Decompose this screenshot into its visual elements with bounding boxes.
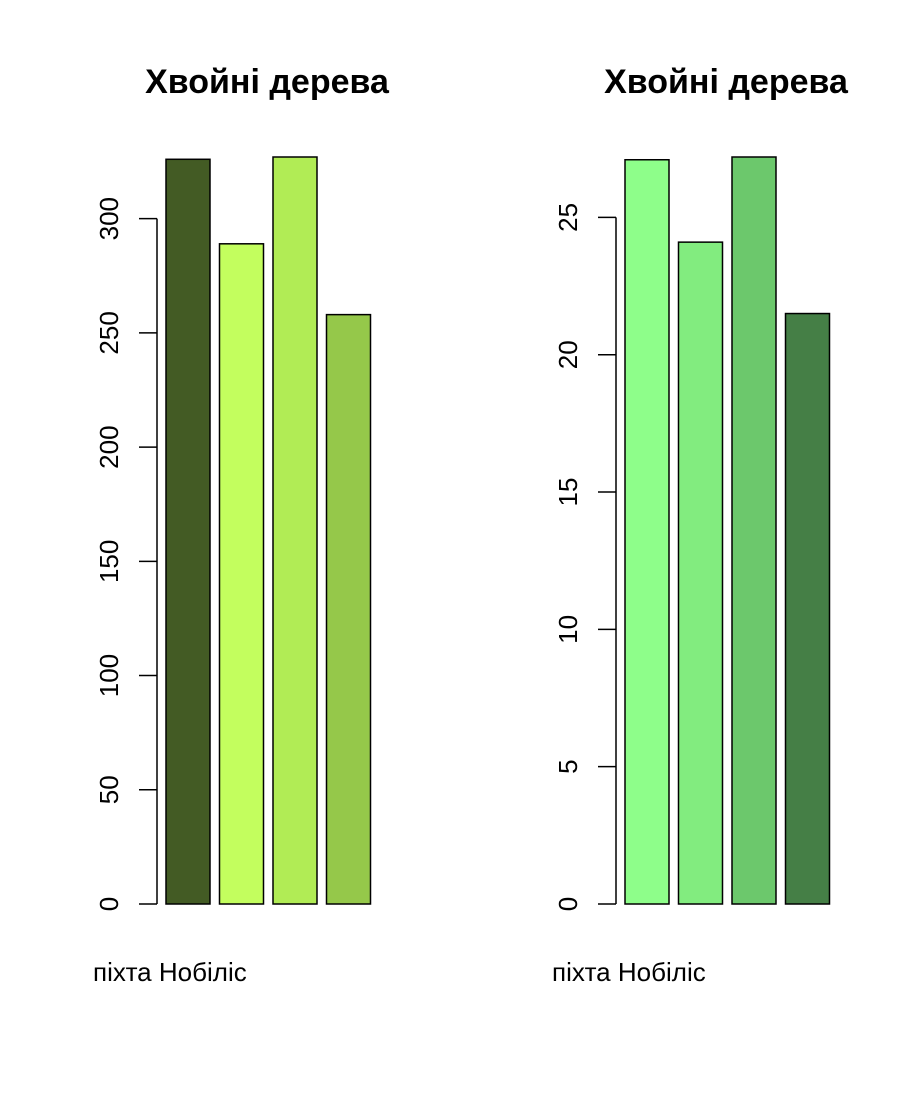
bar	[677, 241, 724, 905]
y-tick-label: 200	[94, 425, 124, 468]
category-label: піхта Нобіліс	[552, 957, 706, 987]
chart-title: Хвойні дерева	[145, 63, 390, 101]
y-axis: 0 50 100 150 200 250 300	[94, 197, 158, 911]
bar	[624, 158, 670, 905]
bar	[218, 243, 265, 905]
y-tick-label: 50	[94, 775, 124, 804]
chart-title: Хвойні дерева	[604, 63, 849, 101]
y-tick-label: 100	[94, 654, 124, 697]
y-tick-label: 10	[553, 615, 583, 644]
bar	[784, 312, 831, 905]
bars	[165, 156, 372, 905]
bar	[272, 156, 318, 905]
y-tick-label: 5	[553, 759, 583, 773]
bars	[624, 156, 831, 905]
y-tick-label: 150	[94, 540, 124, 583]
y-tick-label: 300	[94, 197, 124, 240]
y-tick-label: 15	[553, 478, 583, 507]
category-label: піхта Нобіліс	[93, 957, 247, 987]
y-tick-label: 250	[94, 311, 124, 354]
y-tick-label: 25	[553, 203, 583, 232]
y-tick-label: 0	[553, 897, 583, 911]
bar	[165, 158, 211, 905]
y-tick-label: 0	[94, 897, 124, 911]
bar-chart-panel-right: Хвойні дерева 0 5 10 15 20 25 піхта Нобіліс	[552, 63, 849, 987]
bar-chart-panel-left: Хвойні дерева 0 50 100 150 200 250 300 піхта Н…	[93, 63, 390, 987]
y-axis: 0 5 10 15 20 25	[553, 203, 617, 911]
bar	[325, 313, 372, 905]
y-tick-label: 20	[553, 340, 583, 369]
bar	[731, 156, 777, 905]
